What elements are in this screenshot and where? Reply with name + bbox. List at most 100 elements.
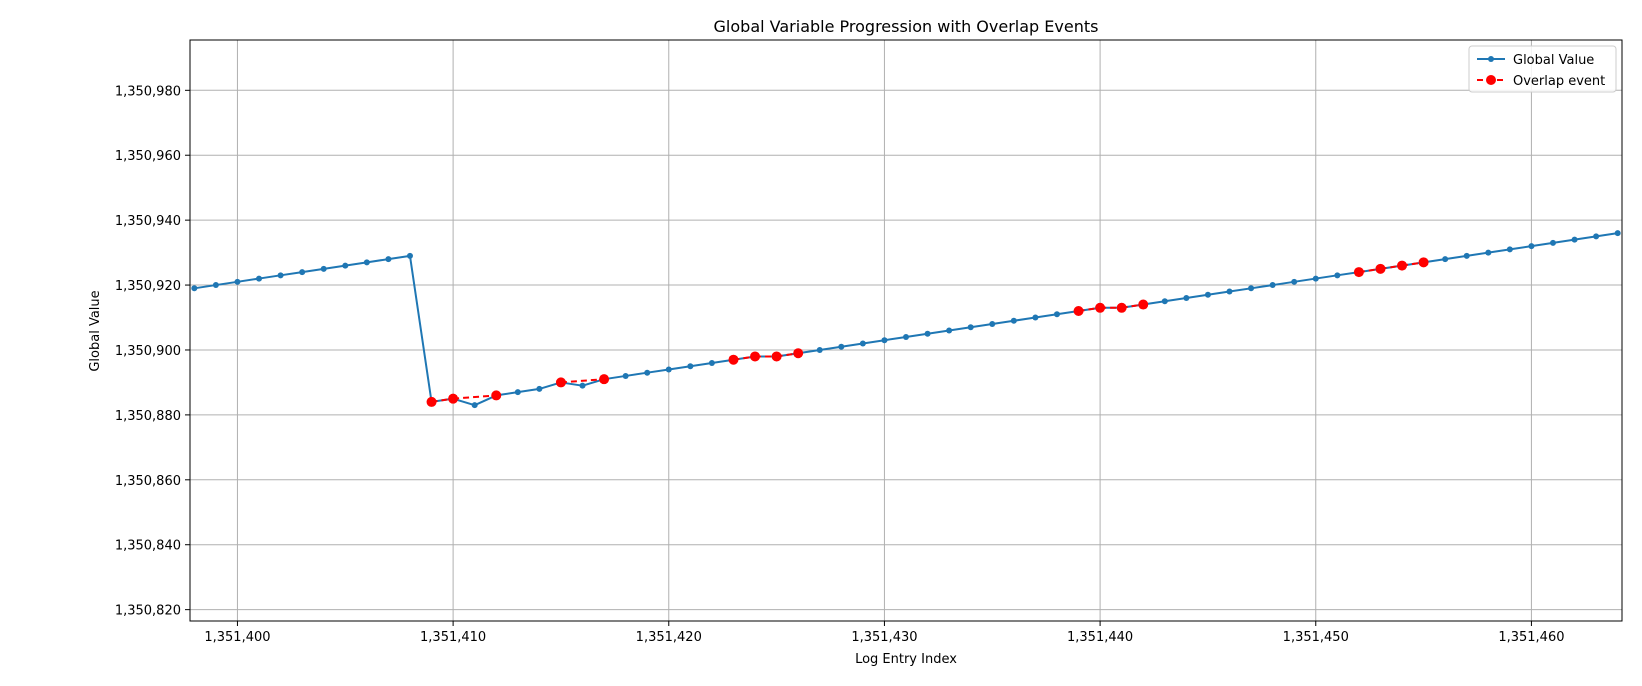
legend-label-overlap-event: Overlap event [1513, 74, 1605, 89]
y-tick-label: 1,350,920 [115, 279, 181, 294]
global-value-point [471, 402, 478, 409]
global-value-point [234, 278, 241, 285]
overlap-event-point [1095, 302, 1106, 313]
global-value-point [256, 275, 263, 282]
global-value-point [622, 372, 629, 379]
y-tick-label: 1,350,940 [115, 214, 181, 229]
overlap-event-point [1138, 299, 1149, 310]
global-value-point [989, 321, 996, 328]
overlap-event-point [1397, 260, 1408, 271]
global-value-point [385, 256, 392, 263]
y-tick-label: 1,350,860 [115, 474, 181, 489]
global-value-point [579, 382, 586, 389]
legend-label-global-value: Global Value [1513, 53, 1594, 68]
global-value-point [514, 389, 521, 396]
x-tick-label: 1,351,430 [851, 630, 917, 645]
y-tick-label: 1,350,960 [115, 149, 181, 164]
global-value-point [342, 262, 349, 269]
x-axis-label: Log Entry Index [855, 652, 957, 667]
global-value-point [1549, 239, 1556, 246]
overlap-event-point [1116, 302, 1127, 313]
global-value-point [1312, 275, 1319, 282]
global-value-point [277, 272, 284, 279]
overlap-event-point [1375, 263, 1386, 274]
global-value-point [1463, 252, 1470, 259]
global-value-point [406, 252, 413, 259]
overlap-event-point [426, 396, 437, 407]
x-tick-label: 1,351,410 [420, 630, 486, 645]
global-value-point [665, 366, 672, 373]
y-tick-label: 1,350,880 [115, 409, 181, 424]
global-value-point [1269, 282, 1276, 289]
overlap-event-point [1353, 267, 1364, 278]
global-value-point [212, 282, 219, 289]
global-value-point [924, 330, 931, 337]
global-value-point [363, 259, 370, 266]
overlap-event-point [793, 348, 804, 359]
legend: Global Value Overlap event [1468, 45, 1617, 93]
overlap-event-point [771, 351, 782, 362]
global-value-point [946, 327, 953, 334]
global-value-point [1593, 233, 1600, 240]
global-value-point [1161, 298, 1168, 305]
global-value-point [1485, 249, 1492, 256]
overlap-event-point [1418, 257, 1429, 268]
overlap-event-point [1073, 306, 1084, 317]
global-value-point [1442, 256, 1449, 263]
global-value-point [299, 269, 306, 276]
global-value-point [1183, 295, 1190, 302]
x-tick-label: 1,351,440 [1067, 630, 1133, 645]
global-value-point [1053, 311, 1060, 318]
overlap-event-point [750, 351, 761, 362]
global-value-point [191, 285, 198, 292]
global-value-point [320, 265, 327, 272]
global-value-point [838, 343, 845, 350]
overlap-event-point [555, 377, 566, 388]
global-value-point [1506, 246, 1513, 253]
global-value-point [708, 359, 715, 366]
axis-ticks: 1,351,400 1,351,410 1,351,420 1,351,430 1,35… [115, 84, 1565, 645]
global-value-point [1528, 243, 1535, 250]
y-axis-label: Global Value [88, 290, 103, 371]
y-tick-label: 1,350,900 [115, 344, 181, 359]
legend-marker-overlap-event [1486, 75, 1496, 85]
global-value-point [1571, 236, 1578, 243]
global-value-point [967, 324, 974, 331]
overlap-event-segment [560, 378, 605, 384]
global-value-point [859, 340, 866, 347]
plot-series [191, 230, 1621, 409]
grid [190, 40, 1622, 621]
global-value-point [1248, 285, 1255, 292]
plot-frame [189, 39, 1623, 622]
global-value-point [1334, 272, 1341, 279]
overlap-event-point [728, 354, 739, 365]
legend-marker-global-value [1488, 56, 1494, 62]
global-value-point [536, 385, 543, 392]
global-value-point [1614, 230, 1621, 237]
global-value-point [881, 337, 888, 344]
x-tick-label: 1,351,460 [1498, 630, 1564, 645]
global-value-point [1226, 288, 1233, 295]
global-value-point [1291, 278, 1298, 285]
y-tick-label: 1,350,980 [115, 84, 181, 99]
global-value-point [903, 333, 909, 340]
chart-title: Global Variable Progression with Overlap… [714, 17, 1099, 36]
legend-box [1468, 45, 1617, 93]
y-tick-label: 1,350,840 [115, 539, 181, 554]
global-value-point [816, 346, 823, 353]
overlap-event-point [599, 374, 610, 385]
global-value-point [1010, 317, 1017, 324]
overlap-event-segment [453, 394, 497, 400]
global-value-point [644, 369, 651, 376]
overlap-event-point [491, 390, 502, 401]
global-value-point [1032, 314, 1039, 321]
global-value-point [1204, 291, 1211, 298]
global-value-point [687, 363, 694, 370]
x-tick-label: 1,351,420 [636, 630, 702, 645]
x-tick-label: 1,351,450 [1283, 630, 1349, 645]
x-tick-label: 1,351,400 [204, 630, 270, 645]
y-tick-label: 1,350,820 [115, 604, 181, 619]
overlap-event-point [448, 393, 459, 404]
